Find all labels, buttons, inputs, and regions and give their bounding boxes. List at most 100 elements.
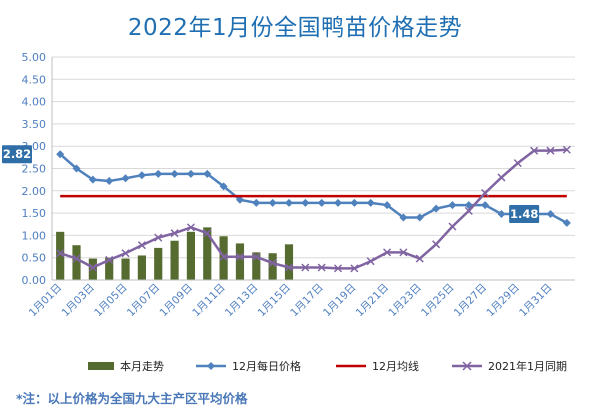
point-s3-26 — [481, 188, 490, 198]
point-s1-3 — [105, 176, 114, 185]
point-s3-27 — [497, 173, 506, 182]
y-tick-label-2: 1.00 — [22, 229, 47, 242]
point-s3-9 — [203, 229, 212, 238]
point-s3-23 — [432, 240, 441, 249]
point-s1-30 — [546, 209, 555, 218]
x-tick-label-9: 1月19日 — [321, 282, 359, 320]
x-tick-label-3: 1月07日 — [125, 282, 163, 320]
x-tick-label-6: 1月13日 — [223, 282, 261, 320]
x-tick-label-0: 1月01日 — [27, 282, 65, 320]
y-tick-label-9: 4.50 — [22, 73, 47, 86]
x-tick-label-14: 1月29日 — [484, 282, 522, 320]
y-tick-label-7: 3.50 — [22, 118, 47, 131]
bar-9 — [203, 227, 212, 280]
bar-series — [56, 227, 294, 280]
point-s1-12 — [252, 198, 261, 207]
bar-2 — [88, 258, 97, 280]
data-label-1: 1.48 — [510, 207, 538, 221]
point-s3-31 — [562, 145, 571, 154]
bar-6 — [154, 247, 163, 280]
x-tick-label-7: 1月15日 — [256, 282, 294, 320]
point-s1-22 — [415, 213, 424, 222]
bar-12 — [252, 252, 261, 280]
bar-4 — [121, 258, 130, 280]
point-s1-18 — [350, 198, 359, 207]
x-tick-label-5: 1月11日 — [190, 282, 228, 320]
point-s3-19 — [366, 257, 375, 266]
bar-8 — [186, 231, 196, 280]
x-tick-label-13: 1月27日 — [452, 282, 490, 320]
chart-title: 2022年1月份全国鸭苗价格走势 — [127, 15, 463, 41]
legend-label-daily: 12月每日价格 — [232, 360, 301, 373]
point-s3-22 — [415, 254, 424, 263]
data-label-box-1 — [509, 204, 540, 223]
x-tick-label-10: 1月21日 — [354, 282, 392, 320]
legend-item-avg: 12月均线 — [336, 358, 419, 374]
x-tick-label-15: 1月31日 — [517, 282, 555, 320]
legend-swatch-avg — [336, 364, 366, 368]
y-tick-label-1: 0.50 — [22, 252, 47, 265]
legend-swatch-bars — [88, 362, 114, 370]
point-s1-11 — [235, 195, 244, 204]
point-s1-17 — [334, 198, 343, 207]
point-s1-15 — [301, 198, 310, 207]
x-tick-label-11: 1月23日 — [386, 282, 424, 320]
footnote: *注：以上价格为全国九大主产区平均价格 — [16, 391, 248, 406]
point-s3-13 — [268, 259, 277, 268]
point-s1-5 — [137, 171, 146, 180]
point-s3-6 — [154, 233, 163, 242]
point-s3-30 — [546, 146, 555, 155]
point-s3-21 — [399, 248, 408, 257]
x-tick-label-1: 1月03日 — [59, 282, 97, 320]
legend-swatch-daily — [196, 362, 226, 370]
point-s3-0 — [56, 249, 65, 258]
legend-item-daily: 12月每日价格 — [196, 358, 301, 374]
point-s3-1 — [72, 254, 81, 263]
bar-11 — [235, 243, 245, 280]
point-s1-4 — [121, 174, 130, 183]
bar-13 — [268, 253, 277, 280]
point-s3-8 — [186, 223, 195, 232]
data-label-box-0 — [2, 145, 32, 164]
point-s3-24 — [448, 222, 457, 231]
point-s3-20 — [383, 248, 392, 257]
point-s3-14 — [284, 263, 294, 272]
point-s1-0 — [56, 150, 65, 159]
y-tick-label-4: 2.00 — [22, 185, 47, 198]
point-s1-10 — [219, 182, 228, 191]
point-s1-20 — [383, 201, 392, 210]
legend-swatch-lastyear — [452, 361, 482, 371]
legend-item-bars: 本月走势 — [88, 358, 164, 374]
legend-label-lastyear: 2021年1月同期 — [488, 360, 567, 373]
y-tick-label-3: 1.50 — [22, 207, 47, 220]
point-s1-27 — [497, 209, 506, 218]
y-tick-label-0: 0.00 — [22, 274, 47, 287]
point-s1-24 — [448, 201, 457, 210]
point-s1-7 — [170, 169, 179, 178]
data-label-0: 2.82 — [3, 147, 31, 161]
point-s1-14 — [284, 198, 293, 207]
y-tick-label-8: 4.00 — [22, 96, 47, 109]
y-tick-label-5: 2.50 — [22, 163, 47, 176]
bar-3 — [105, 257, 114, 280]
point-s3-18 — [350, 264, 359, 273]
point-s1-19 — [366, 198, 375, 207]
point-s1-8 — [186, 169, 195, 178]
point-s1-31 — [562, 218, 571, 227]
point-s3-15 — [301, 263, 310, 272]
bar-14 — [284, 244, 294, 280]
point-s3-29 — [530, 146, 539, 155]
x-tick-label-12: 1月25日 — [419, 282, 457, 320]
point-s1-13 — [268, 198, 277, 207]
point-s3-16 — [317, 263, 326, 272]
point-s3-25 — [464, 206, 473, 215]
bar-7 — [170, 240, 179, 280]
point-s1-1 — [72, 164, 81, 173]
x-tick-label-4: 1月09日 — [158, 282, 196, 320]
data-labels: 2.82 1.48 — [2, 145, 540, 223]
point-s1-6 — [154, 169, 163, 178]
bar-0 — [56, 231, 65, 280]
x-tick-label-2: 1月05日 — [92, 282, 130, 320]
point-s3-2 — [88, 263, 97, 272]
point-s3-5 — [137, 241, 146, 250]
